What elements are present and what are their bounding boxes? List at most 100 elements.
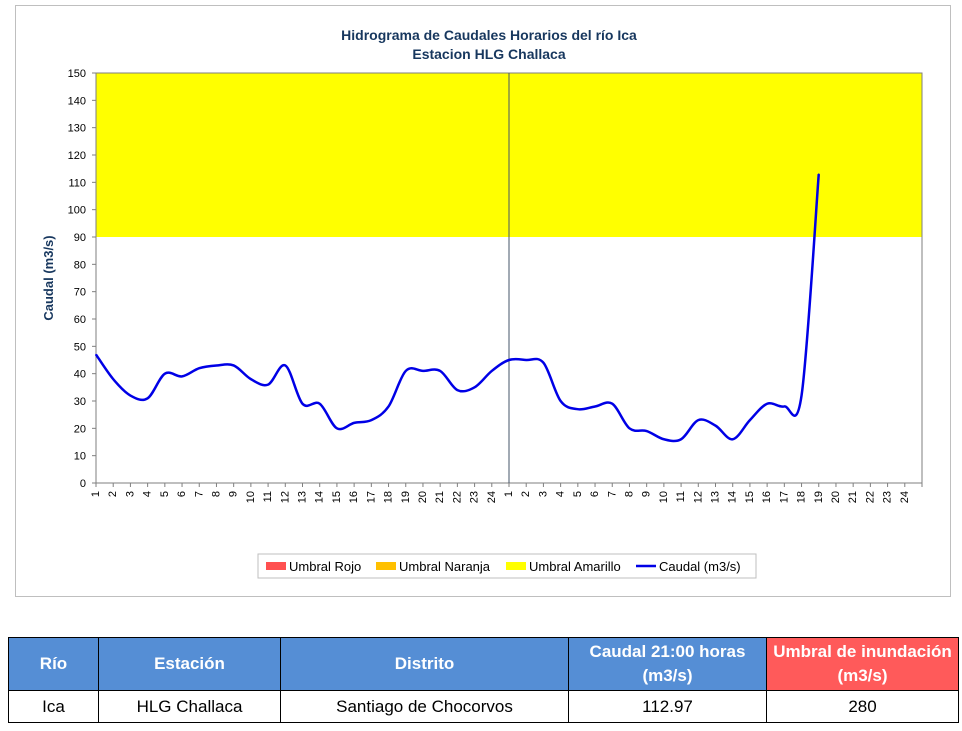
x-tick-label: 6 bbox=[589, 491, 601, 497]
y-tick-label: 80 bbox=[74, 259, 86, 271]
data-point bbox=[680, 438, 682, 441]
header-estacion: Estación bbox=[98, 637, 281, 691]
data-point bbox=[232, 364, 235, 367]
x-tick-label: 19 bbox=[813, 491, 825, 503]
x-tick-label: 9 bbox=[228, 491, 240, 497]
cell-estacion: HLG Challaca bbox=[98, 690, 281, 723]
x-tick-label: 22 bbox=[451, 491, 463, 503]
table-header-row: Río Estación Distrito Caudal 21:00 horas… bbox=[8, 637, 959, 691]
data-point bbox=[387, 405, 390, 408]
data-point bbox=[577, 408, 579, 411]
x-tick-label: 2 bbox=[520, 491, 532, 497]
x-tick-label: 24 bbox=[486, 491, 498, 503]
data-point bbox=[783, 405, 786, 408]
x-tick-label: 20 bbox=[830, 491, 842, 503]
legend-label-2: Umbral Amarillo bbox=[529, 559, 621, 574]
y-tick-label: 140 bbox=[68, 95, 86, 107]
chart-title: Hidrograma de Caudales Horarios del río … bbox=[341, 27, 637, 43]
x-tick-label: 11 bbox=[262, 491, 274, 502]
header-distrito: Distrito bbox=[280, 637, 569, 691]
cell-umbral: 280 bbox=[766, 690, 959, 723]
y-tick-label: 30 bbox=[74, 396, 86, 408]
y-tick-label: 40 bbox=[74, 369, 86, 381]
chart-subtitle: Estacion HLG Challaca bbox=[412, 46, 565, 62]
data-point bbox=[508, 359, 510, 361]
data-point bbox=[146, 397, 149, 400]
data-point bbox=[714, 424, 717, 427]
data-point bbox=[594, 405, 596, 408]
x-tick-label: 1 bbox=[503, 491, 515, 497]
x-tick-label: 15 bbox=[331, 491, 343, 503]
data-point bbox=[817, 173, 820, 175]
x-tick-label: 13 bbox=[297, 491, 309, 503]
x-tick-label: 11 bbox=[675, 491, 687, 502]
data-point bbox=[800, 394, 803, 397]
x-tick-label: 8 bbox=[623, 491, 635, 497]
x-tick-label: 2 bbox=[107, 491, 119, 497]
x-tick-label: 14 bbox=[314, 491, 326, 503]
data-point bbox=[353, 422, 355, 424]
legend-label-1: Umbral Naranja bbox=[399, 559, 491, 574]
data-point bbox=[731, 438, 734, 441]
x-tick-label: 13 bbox=[710, 491, 722, 503]
x-tick-label: 3 bbox=[124, 491, 136, 497]
data-point bbox=[198, 367, 201, 370]
x-tick-label: 6 bbox=[176, 491, 188, 497]
x-tick-label: 23 bbox=[469, 491, 481, 503]
x-tick-label: 23 bbox=[882, 491, 894, 503]
x-tick-label: 4 bbox=[555, 491, 567, 497]
x-tick-label: 8 bbox=[210, 491, 222, 497]
cell-distrito: Santiago de Chocorvos bbox=[280, 690, 569, 723]
x-tick-label: 15 bbox=[744, 491, 756, 503]
legend-swatch-1 bbox=[376, 562, 396, 570]
data-point bbox=[525, 359, 528, 361]
x-tick-label: 10 bbox=[245, 491, 257, 503]
cell-caudal: 112.97 bbox=[568, 690, 767, 723]
data-point bbox=[318, 402, 321, 405]
legend-label-3: Caudal (m3/s) bbox=[659, 559, 741, 574]
data-point bbox=[542, 361, 545, 364]
x-tick-label: 18 bbox=[796, 491, 808, 503]
x-tick-label: 22 bbox=[864, 491, 876, 503]
data-point bbox=[422, 370, 424, 372]
y-tick-label: 90 bbox=[74, 232, 86, 244]
x-tick-label: 16 bbox=[348, 491, 360, 503]
x-tick-label: 17 bbox=[778, 491, 790, 503]
y-tick-label: 130 bbox=[68, 123, 86, 135]
y-tick-label: 120 bbox=[68, 150, 86, 162]
y-tick-label: 150 bbox=[68, 68, 86, 80]
header-umbral: Umbral de inundación (m3/s) bbox=[766, 637, 959, 691]
x-tick-label: 12 bbox=[692, 491, 704, 503]
y-axis-label: Caudal (m3/s) bbox=[41, 235, 56, 320]
data-point bbox=[215, 364, 218, 367]
x-tick-label: 17 bbox=[365, 491, 377, 503]
data-point bbox=[301, 402, 304, 405]
data-point bbox=[129, 394, 132, 397]
data-point bbox=[95, 353, 97, 356]
data-point bbox=[112, 378, 115, 380]
data-point bbox=[284, 364, 287, 367]
header-caudal: Caudal 21:00 horas (m3/s) bbox=[568, 637, 767, 691]
x-tick-label: 7 bbox=[606, 491, 618, 497]
x-tick-label: 16 bbox=[761, 491, 773, 503]
data-point bbox=[473, 386, 476, 389]
data-point bbox=[250, 378, 252, 380]
y-tick-label: 0 bbox=[80, 478, 86, 490]
x-tick-label: 5 bbox=[572, 491, 584, 497]
legend-swatch-0 bbox=[266, 562, 286, 570]
header-rio: Río bbox=[8, 637, 99, 691]
data-point bbox=[663, 438, 665, 441]
y-tick-label: 60 bbox=[74, 314, 86, 326]
data-point bbox=[490, 370, 493, 372]
data-point bbox=[697, 419, 700, 421]
x-tick-label: 10 bbox=[658, 491, 670, 503]
x-tick-label: 19 bbox=[400, 491, 412, 503]
data-point bbox=[181, 375, 183, 378]
cell-rio: Ica bbox=[8, 690, 99, 723]
chart-frame: 0 10 20 30 40 50 60 70 80 90 100 110 120 130 140 150 1 2 3… bbox=[15, 5, 951, 597]
data-point bbox=[439, 370, 441, 372]
x-tick-label: 18 bbox=[383, 491, 395, 503]
y-tick-label: 100 bbox=[68, 205, 86, 217]
x-tick-label: 4 bbox=[142, 491, 154, 497]
